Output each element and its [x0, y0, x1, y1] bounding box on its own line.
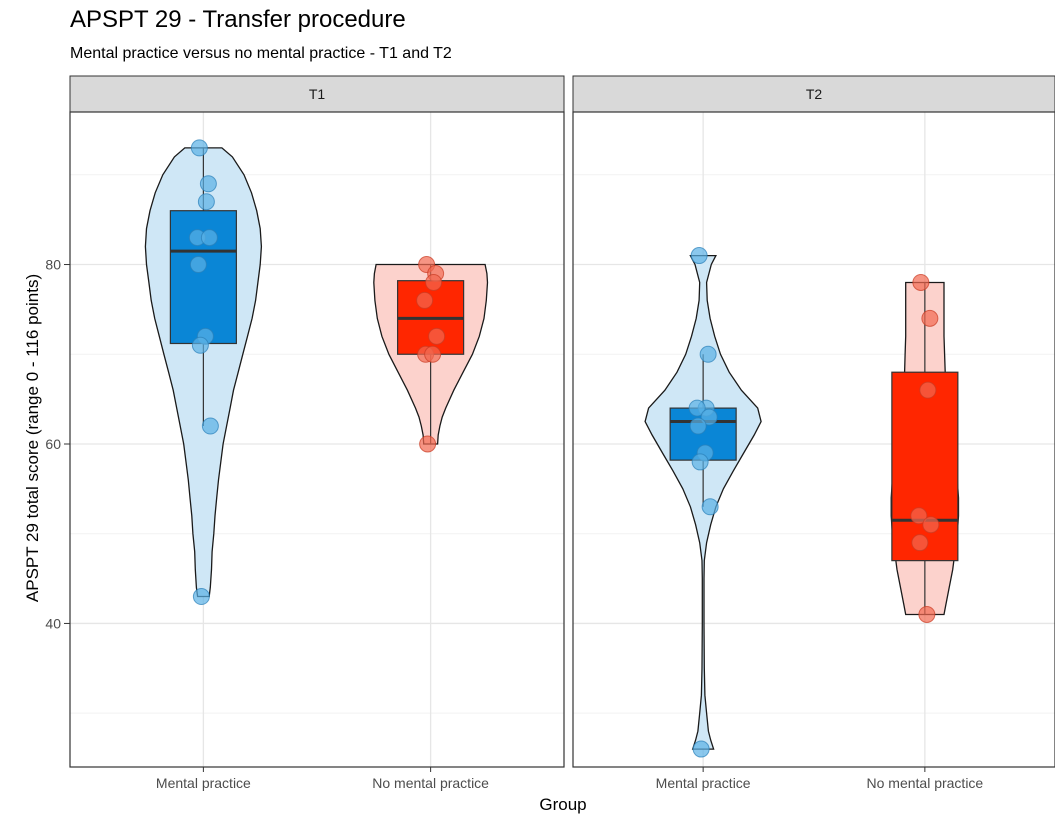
box: [891, 371, 959, 562]
data-point: [690, 247, 708, 265]
y-tick-label: 60: [45, 436, 61, 452]
x-tick-label: Mental practice: [156, 775, 251, 791]
data-point: [919, 381, 937, 399]
data-point: [692, 740, 710, 758]
data-point: [699, 345, 717, 363]
data-point: [921, 309, 939, 327]
data-point: [701, 498, 719, 516]
panel-strip: [572, 75, 1055, 113]
data-point: [197, 193, 215, 211]
y-tick-label: 40: [45, 615, 61, 631]
panel-border: [572, 111, 1055, 768]
data-point: [424, 345, 442, 363]
data-point: [700, 408, 718, 426]
y-axis-title: APSPT 29 total score (range 0 - 116 poin…: [23, 274, 42, 602]
panel-t2: T2 Mental practice No mental practice: [572, 75, 1055, 791]
data-point: [419, 435, 437, 453]
data-point: [425, 273, 443, 291]
data-point: [428, 327, 446, 345]
x-tick-label: Mental practice: [656, 775, 751, 791]
panel-strip-label: T2: [806, 86, 823, 102]
data-point: [911, 534, 929, 552]
panel-border: [69, 111, 565, 768]
panel-t1: T1 Mental practice No mental practice: [69, 75, 565, 791]
x-tick-label: No mental practice: [867, 775, 984, 791]
data-point: [416, 291, 434, 309]
data-point: [922, 516, 940, 534]
data-point: [190, 139, 208, 157]
data-point: [688, 399, 706, 417]
data-point: [191, 336, 209, 354]
data-point: [918, 605, 936, 623]
data-point: [200, 229, 218, 247]
y-tick-label: 80: [45, 257, 61, 273]
panel-strip: [69, 75, 565, 113]
data-point: [910, 507, 928, 525]
data-point: [912, 273, 930, 291]
data-point: [189, 256, 207, 274]
chart-title: APSPT 29 - Transfer procedure: [70, 6, 406, 33]
data-point: [689, 417, 707, 435]
x-axis-title: Group: [539, 795, 586, 814]
box: [169, 210, 237, 345]
chart-subtitle: Mental practice versus no mental practic…: [70, 45, 452, 62]
x-tick-label: No mental practice: [372, 775, 489, 791]
data-point: [201, 417, 219, 435]
panel-strip-label: T1: [309, 86, 326, 102]
data-point: [199, 175, 217, 193]
data-point: [691, 453, 709, 471]
data-point: [192, 588, 210, 606]
